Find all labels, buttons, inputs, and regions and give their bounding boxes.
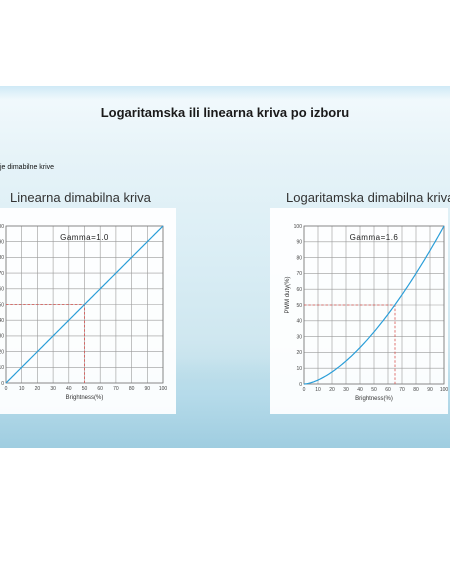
linear-x-tick-label: 0 xyxy=(5,386,8,392)
log-y-tick-label: 100 xyxy=(294,224,303,230)
log-y-tick-label: 0 xyxy=(299,382,302,388)
linear-y-tick-label: 30 xyxy=(0,334,4,340)
linear-series-line xyxy=(5,225,164,384)
linear-y-tick-label: 70 xyxy=(0,271,4,277)
log-x-tick-label: 20 xyxy=(329,387,335,393)
log-y-tick-label: 20 xyxy=(296,350,302,356)
linear-y-tick-label: 60 xyxy=(0,287,4,293)
linear-x-tick-label: 40 xyxy=(66,386,72,392)
log-y-axis-label: PWM duty(%) xyxy=(285,276,291,313)
log-y-tick-label: 70 xyxy=(296,271,302,277)
linear-x-tick-label: 50 xyxy=(82,386,88,392)
log-y-tick-label: 50 xyxy=(296,303,302,309)
log-chart-label: Logaritamska dimabilna kriva xyxy=(286,190,450,205)
linear-x-tick-label: 60 xyxy=(97,386,103,392)
log-x-tick-label: 30 xyxy=(343,387,349,393)
log-series-line xyxy=(303,225,445,385)
linear-x-tick-label: 20 xyxy=(35,386,41,392)
linear-gamma-annotation: Gamma=1.0 xyxy=(60,233,109,242)
logarithmic-chart: 0 10 20 30 40 50 60 70 80 90 100 0 10 20 30 40 50 60 70 80 9… xyxy=(270,208,448,414)
linear-x-tick-label: 70 xyxy=(113,386,119,392)
log-y-tick-label: 30 xyxy=(296,334,302,340)
log-y-tick-label: 40 xyxy=(296,319,302,325)
log-y-tick-label: 90 xyxy=(296,240,302,246)
log-x-axis-label: Brightness(%) xyxy=(355,396,393,402)
log-panel xyxy=(270,208,448,414)
linear-y-tick-label: 0 xyxy=(1,381,4,387)
log-x-tick-label: 80 xyxy=(413,387,419,393)
log-x-tick-label: 40 xyxy=(357,387,363,393)
slide-subheading: je dimabilne krive xyxy=(0,164,55,171)
linear-y-tick-label: 10 xyxy=(0,365,4,371)
linear-x-tick-label: 30 xyxy=(50,386,56,392)
slide-title: Logaritamska ili linearna kriva po izbor… xyxy=(100,105,350,120)
log-gamma-annotation: Gamma=1.6 xyxy=(350,233,399,242)
linear-y-tick-label: 100 xyxy=(0,224,4,230)
linear-y-tick-label: 50 xyxy=(0,302,4,308)
log-x-tick-label: 0 xyxy=(303,387,306,393)
log-x-tick-label: 100 xyxy=(440,387,448,393)
linear-x-tick-label: 90 xyxy=(145,386,151,392)
log-y-tick-label: 60 xyxy=(296,287,302,293)
linear-x-tick-label: 80 xyxy=(129,386,135,392)
linear-x-tick-label: 10 xyxy=(19,386,25,392)
linear-chart-label: Linearna dimabilna kriva xyxy=(10,190,151,205)
log-y-tick-label: 80 xyxy=(296,255,302,261)
linear-y-tick-label: 40 xyxy=(0,318,4,324)
log-x-tick-label: 90 xyxy=(427,387,433,393)
log-x-tick-label: 70 xyxy=(399,387,405,393)
linear-y-tick-label: 20 xyxy=(0,349,4,355)
log-x-tick-label: 10 xyxy=(315,387,321,393)
log-y-tick-label: 10 xyxy=(296,366,302,372)
linear-chart: 0 10 20 30 40 50 60 70 80 90 100 0 10 20 30 40 50 60 70 80 9… xyxy=(0,208,176,414)
linear-x-axis-label: Brightness(%) xyxy=(66,395,104,401)
log-x-tick-label: 50 xyxy=(371,387,377,393)
log-x-tick-label: 60 xyxy=(385,387,391,393)
linear-y-tick-label: 80 xyxy=(0,255,4,261)
linear-y-tick-label: 90 xyxy=(0,240,4,246)
linear-x-tick-label: 100 xyxy=(159,386,168,392)
